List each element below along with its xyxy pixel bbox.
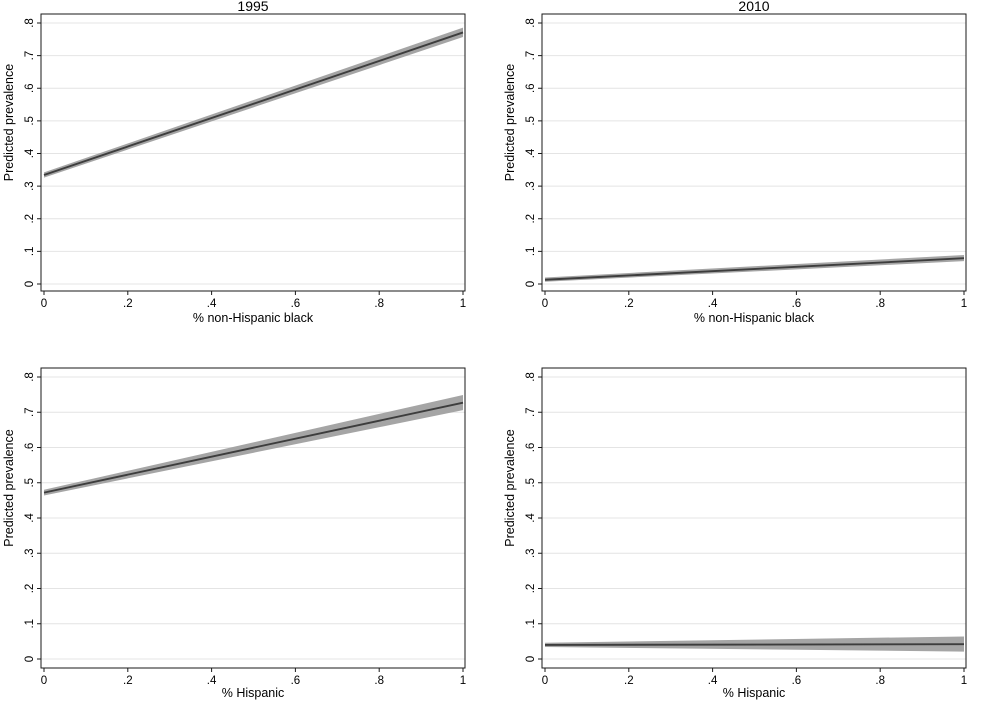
x-tick-label: .6 xyxy=(792,675,802,687)
x-tick-label: .6 xyxy=(792,298,802,310)
y-tick-label: .2 xyxy=(24,584,36,594)
x-tick-label: .2 xyxy=(624,298,634,310)
y-tick-label: .6 xyxy=(525,83,537,93)
y-tick-label: .6 xyxy=(24,83,36,93)
y-tick-label: .8 xyxy=(24,372,36,382)
panel-top-left: 0 .1 .2 .3 .4 .5 .6 .7 .8 0 .2 .4 .6 .8 1 % non-Hispani… xyxy=(0,0,490,351)
x-tick-label: .8 xyxy=(374,298,384,310)
x-tick-label: .4 xyxy=(708,298,718,310)
y-tick-label: .6 xyxy=(24,443,36,453)
fit-line xyxy=(43,401,464,494)
y-axis-label: Predicted prevalence xyxy=(2,64,16,181)
x-tick-label: 0 xyxy=(41,298,47,310)
panel-top-right: 0 .1 .2 .3 .4 .5 .6 .7 .8 0 .2 .4 .6 .8 1 % non-Hispani… xyxy=(490,0,981,351)
y-tick-label: .1 xyxy=(525,247,537,257)
y-tick-label: .4 xyxy=(24,148,36,158)
x-tick-label: .6 xyxy=(291,675,301,687)
x-axis-label: % non-Hispanic black xyxy=(193,311,314,325)
x-tick-label: 1 xyxy=(460,298,466,310)
y-tick-label: .3 xyxy=(24,181,36,191)
y-tick-label: .7 xyxy=(525,51,537,61)
y-tick-label: .1 xyxy=(24,247,36,257)
x-tick-label: 1 xyxy=(460,675,466,687)
chart-1995-hispanic: 0 .1 .2 .3 .4 .5 .6 .7 .8 0 .2 .4 .6 .8 1 % Hispanic Pre… xyxy=(2,367,466,700)
y-tick-label: .4 xyxy=(525,513,537,523)
y-tick-label: .4 xyxy=(24,513,36,523)
x-tick-label: .4 xyxy=(708,675,718,687)
y-tick-label: .7 xyxy=(525,407,537,417)
y-tick-label: .2 xyxy=(525,584,537,594)
y-tick-label: .5 xyxy=(525,116,537,126)
y-tick-label: 0 xyxy=(24,281,36,287)
y-tick-label: .3 xyxy=(525,181,537,191)
plot-border xyxy=(40,13,466,292)
y-tick-label: .7 xyxy=(24,407,36,417)
y-tick-label: .3 xyxy=(24,548,36,558)
panel-bottom-right: 0 .1 .2 .3 .4 .5 .6 .7 .8 0 .2 .4 .6 .8 1 % Hispanic Pre… xyxy=(490,351,981,702)
x-axis-label: % non-Hispanic black xyxy=(694,311,815,325)
y-tick-label: .1 xyxy=(24,619,36,629)
x-axis-label: % Hispanic xyxy=(723,686,786,700)
x-tick-label: 0 xyxy=(542,675,548,687)
x-tick-label: 0 xyxy=(41,675,47,687)
chart-2010-nonhispanic-black: 0 .1 .2 .3 .4 .5 .6 .7 .8 0 .2 .4 .6 .8 1 % non-Hispani… xyxy=(503,0,967,325)
x-tick-label: .2 xyxy=(123,675,133,687)
plot-background xyxy=(542,14,966,291)
fit-line xyxy=(43,31,464,176)
y-tick-label: 0 xyxy=(525,656,537,662)
y-axis-label: Predicted prevalence xyxy=(503,429,517,546)
x-tick-label: 0 xyxy=(542,298,548,310)
y-tick-label: .7 xyxy=(24,51,36,61)
y-axis-label: Predicted prevalence xyxy=(2,429,16,546)
y-tick-label: .5 xyxy=(525,478,537,488)
x-tick-label: .4 xyxy=(207,675,217,687)
panel-bottom-left: 0 .1 .2 .3 .4 .5 .6 .7 .8 0 .2 .4 .6 .8 1 % Hispanic Pre… xyxy=(0,351,490,702)
plot-border xyxy=(541,13,967,292)
x-axis-label: % Hispanic xyxy=(222,686,285,700)
x-tick-label: .8 xyxy=(875,675,885,687)
x-tick-label: 1 xyxy=(961,675,967,687)
y-tick-label: .2 xyxy=(24,214,36,224)
y-tick-label: 0 xyxy=(525,281,537,287)
chart-title: 1995 xyxy=(237,0,268,14)
y-tick-label: .2 xyxy=(525,214,537,224)
x-tick-label: .2 xyxy=(624,675,634,687)
x-tick-label: .4 xyxy=(207,298,217,310)
fit-line xyxy=(544,257,965,281)
y-tick-label: .4 xyxy=(525,148,537,158)
y-tick-label: 0 xyxy=(24,656,36,662)
chart-title: 2010 xyxy=(738,0,769,14)
y-axis-label: Predicted prevalence xyxy=(503,64,517,181)
y-tick-label: .5 xyxy=(24,478,36,488)
y-tick-label: .5 xyxy=(24,116,36,126)
fit-line xyxy=(544,643,965,646)
y-tick-label: .3 xyxy=(525,548,537,558)
chart-2010-hispanic: 0 .1 .2 .3 .4 .5 .6 .7 .8 0 .2 .4 .6 .8 1 % Hispanic Pre… xyxy=(503,367,967,700)
y-tick-label: .1 xyxy=(525,619,537,629)
x-tick-label: .6 xyxy=(291,298,301,310)
y-tick-label: .8 xyxy=(525,18,537,28)
x-tick-label: .8 xyxy=(875,298,885,310)
y-tick-label: .6 xyxy=(525,443,537,453)
x-tick-label: .2 xyxy=(123,298,133,310)
x-tick-label: 1 xyxy=(961,298,967,310)
x-tick-label: .8 xyxy=(374,675,384,687)
y-tick-label: .8 xyxy=(525,372,537,382)
chart-1995-nonhispanic-black: 0 .1 .2 .3 .4 .5 .6 .7 .8 0 .2 .4 .6 .8 1 % non-Hispani… xyxy=(2,0,466,325)
y-tick-label: .8 xyxy=(24,18,36,28)
